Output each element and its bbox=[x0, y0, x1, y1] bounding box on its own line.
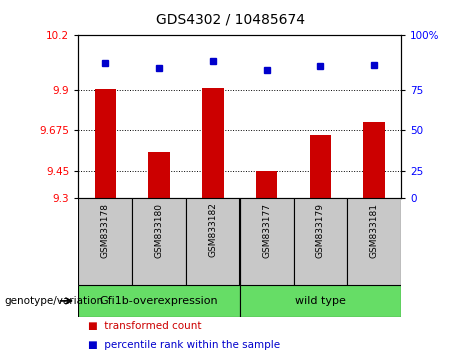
Text: GSM833177: GSM833177 bbox=[262, 202, 271, 258]
Text: Gfi1b-overexpression: Gfi1b-overexpression bbox=[100, 296, 219, 306]
Bar bbox=[294, 198, 347, 285]
Bar bbox=[148, 153, 170, 198]
Text: GSM833182: GSM833182 bbox=[208, 202, 217, 257]
Text: wild type: wild type bbox=[295, 296, 346, 306]
Text: GSM833181: GSM833181 bbox=[370, 202, 378, 258]
Bar bbox=[256, 171, 278, 198]
Text: genotype/variation: genotype/variation bbox=[5, 296, 104, 306]
Text: ■  percentile rank within the sample: ■ percentile rank within the sample bbox=[88, 341, 280, 350]
Bar bbox=[186, 198, 240, 285]
Bar bbox=[347, 198, 401, 285]
Bar bbox=[240, 198, 294, 285]
Bar bbox=[202, 88, 224, 198]
Bar bbox=[132, 198, 186, 285]
Bar bbox=[95, 89, 116, 198]
Text: GSM833180: GSM833180 bbox=[154, 202, 164, 258]
Bar bbox=[78, 198, 132, 285]
Bar bbox=[78, 285, 240, 317]
Bar bbox=[363, 122, 385, 198]
Bar bbox=[240, 285, 401, 317]
Text: GDS4302 / 10485674: GDS4302 / 10485674 bbox=[156, 12, 305, 27]
Text: ■  transformed count: ■ transformed count bbox=[88, 321, 201, 331]
Bar bbox=[310, 135, 331, 198]
Text: GSM833179: GSM833179 bbox=[316, 202, 325, 258]
Text: GSM833178: GSM833178 bbox=[101, 202, 110, 258]
